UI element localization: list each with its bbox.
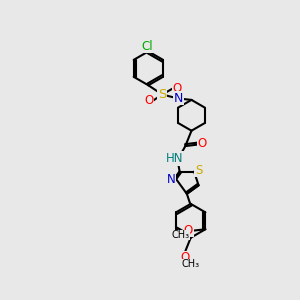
Text: O: O [180, 251, 189, 264]
Text: CH₃: CH₃ [182, 259, 200, 269]
Text: S: S [195, 164, 202, 176]
Text: N: N [174, 92, 183, 105]
Text: O: O [184, 224, 193, 236]
Text: O: O [198, 137, 207, 150]
Text: HN: HN [166, 152, 183, 165]
Text: S: S [158, 88, 166, 101]
Text: O: O [172, 82, 182, 95]
Text: Cl: Cl [141, 40, 153, 52]
Text: CH₃: CH₃ [172, 230, 190, 240]
Text: O: O [145, 94, 154, 107]
Text: N: N [167, 173, 176, 186]
